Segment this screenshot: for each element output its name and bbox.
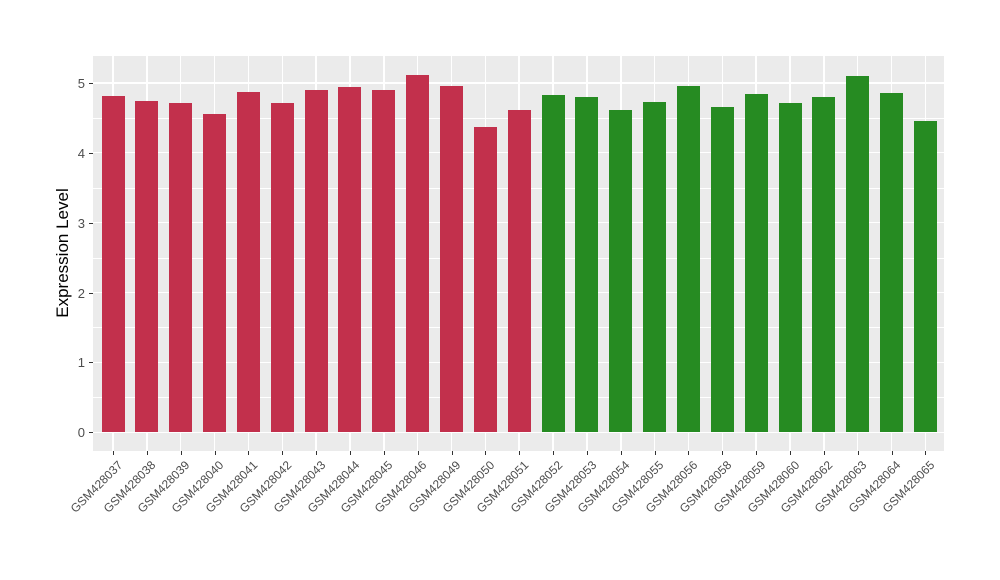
x-tick-mark bbox=[417, 451, 419, 455]
y-tick-label: 3 bbox=[77, 215, 85, 231]
bar-GSM428040 bbox=[203, 114, 227, 433]
y-tick-label: 5 bbox=[77, 75, 85, 91]
x-tick-mark bbox=[586, 451, 588, 455]
x-tick-mark bbox=[823, 451, 825, 455]
bar-GSM428041 bbox=[236, 91, 260, 433]
bar-GSM428055 bbox=[643, 101, 667, 433]
x-tick-mark bbox=[214, 451, 216, 455]
bar-GSM428046 bbox=[406, 75, 430, 433]
bar-GSM428049 bbox=[440, 85, 463, 433]
bar-GSM428056 bbox=[676, 86, 700, 433]
bar-GSM428045 bbox=[372, 89, 396, 433]
x-tick-mark bbox=[146, 451, 148, 455]
bar-GSM428059 bbox=[744, 93, 768, 433]
x-tick-mark bbox=[654, 451, 656, 455]
bar-GSM428065 bbox=[913, 120, 937, 433]
x-tick-mark bbox=[113, 451, 114, 455]
x-tick-mark bbox=[248, 451, 250, 455]
y-tick-label: 1 bbox=[77, 355, 85, 371]
x-tick-mark bbox=[722, 451, 724, 455]
x-tick-mark bbox=[857, 451, 859, 455]
x-tick-mark bbox=[756, 451, 758, 455]
x-tick-mark bbox=[925, 451, 927, 455]
bar-GSM428038 bbox=[135, 100, 159, 433]
y-tick-label: 2 bbox=[77, 285, 85, 301]
y-tick-mark bbox=[89, 222, 93, 224]
x-tick-mark bbox=[790, 451, 791, 455]
x-tick-mark bbox=[553, 451, 555, 455]
y-tick-mark bbox=[89, 362, 93, 364]
y-tick-mark bbox=[89, 432, 93, 434]
bar-GSM428060 bbox=[778, 103, 802, 433]
bar-GSM428051 bbox=[507, 110, 531, 433]
plot-panel bbox=[93, 56, 944, 451]
bar-GSM428050 bbox=[473, 126, 497, 433]
bar-GSM428062 bbox=[812, 96, 836, 433]
x-tick-mark bbox=[451, 451, 453, 455]
bar-GSM428037 bbox=[101, 96, 125, 433]
bar-GSM428064 bbox=[880, 93, 904, 433]
y-tick-label: 0 bbox=[77, 425, 85, 441]
bar-GSM428053 bbox=[575, 96, 599, 433]
bar-GSM428052 bbox=[541, 94, 565, 433]
y-tick-mark bbox=[89, 292, 93, 294]
bar-GSM428044 bbox=[338, 86, 362, 433]
bar-GSM428043 bbox=[304, 89, 328, 433]
y-tick-mark bbox=[89, 82, 93, 84]
x-tick-mark bbox=[180, 451, 182, 455]
bar-GSM428042 bbox=[270, 103, 294, 433]
x-tick-mark bbox=[620, 451, 622, 455]
y-tick-label: 4 bbox=[77, 145, 85, 161]
bar-GSM428054 bbox=[609, 110, 633, 433]
bar-GSM428058 bbox=[710, 107, 734, 433]
bar-GSM428039 bbox=[169, 103, 193, 433]
x-tick-mark bbox=[688, 451, 690, 455]
bar-GSM428063 bbox=[846, 75, 870, 433]
x-tick-mark bbox=[519, 451, 521, 455]
x-tick-mark bbox=[316, 451, 318, 455]
x-tick-mark bbox=[891, 451, 893, 455]
x-tick-mark bbox=[485, 451, 487, 455]
x-tick-mark bbox=[383, 451, 385, 455]
x-tick-mark bbox=[282, 451, 284, 455]
y-tick-mark bbox=[89, 152, 93, 154]
x-tick-mark bbox=[349, 451, 351, 455]
